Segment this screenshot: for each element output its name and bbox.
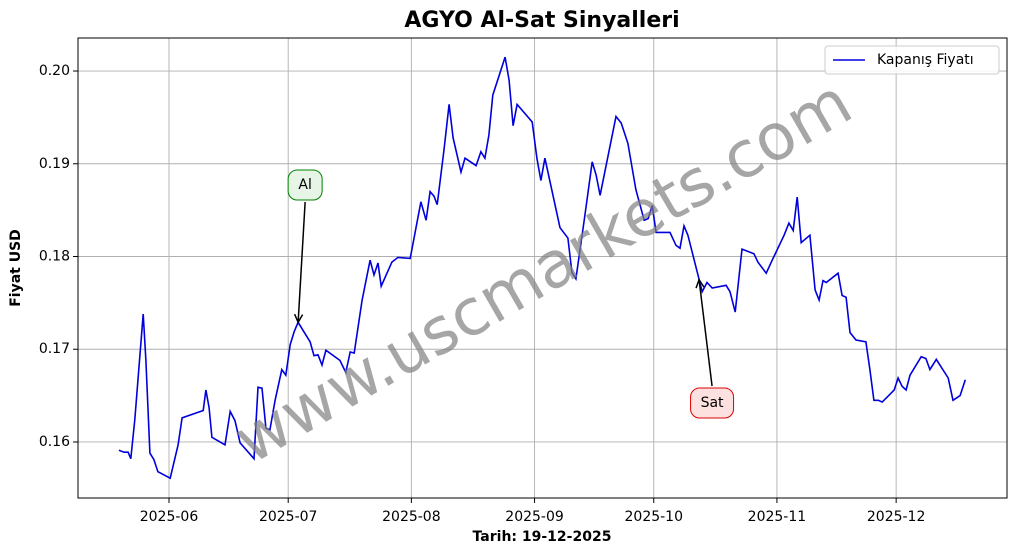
x-tick-label: 2025-08 xyxy=(382,509,441,525)
annotation-arrow xyxy=(699,280,713,387)
y-axis-label: Fiyat USD xyxy=(8,229,24,307)
annotation-arrow xyxy=(298,201,306,322)
y-tick-label: 0.20 xyxy=(39,63,70,79)
y-tick-label: 0.17 xyxy=(39,341,70,357)
x-tick-label: 2025-10 xyxy=(625,509,684,525)
x-tick-label: 2025-12 xyxy=(867,509,926,525)
price-line xyxy=(118,56,967,480)
annotation-box xyxy=(690,387,735,419)
y-tick-label: 0.16 xyxy=(39,434,70,450)
x-tick-label: 2025-07 xyxy=(259,509,318,525)
x-tick-label: 2025-09 xyxy=(505,509,564,525)
annotation-text: Al xyxy=(298,177,311,193)
chart-title: AGYO Al-Sat Sinyalleri xyxy=(404,8,679,33)
annotation-text: Sat xyxy=(701,395,724,411)
y-tick-label: 0.19 xyxy=(39,156,70,172)
x-axis-label: Tarih: 19-12-2025 xyxy=(473,529,612,545)
legend-box xyxy=(824,45,1000,75)
x-tick-label: 2025-11 xyxy=(748,509,807,525)
y-tick-label: 0.18 xyxy=(39,249,70,265)
x-tick-label: 2025-06 xyxy=(140,509,199,525)
plot-frame xyxy=(77,37,1008,499)
legend-label: Kapanış Fiyatı xyxy=(877,52,974,68)
watermark: www.uscmarkets.com xyxy=(223,65,865,478)
annotation-box xyxy=(287,169,323,201)
